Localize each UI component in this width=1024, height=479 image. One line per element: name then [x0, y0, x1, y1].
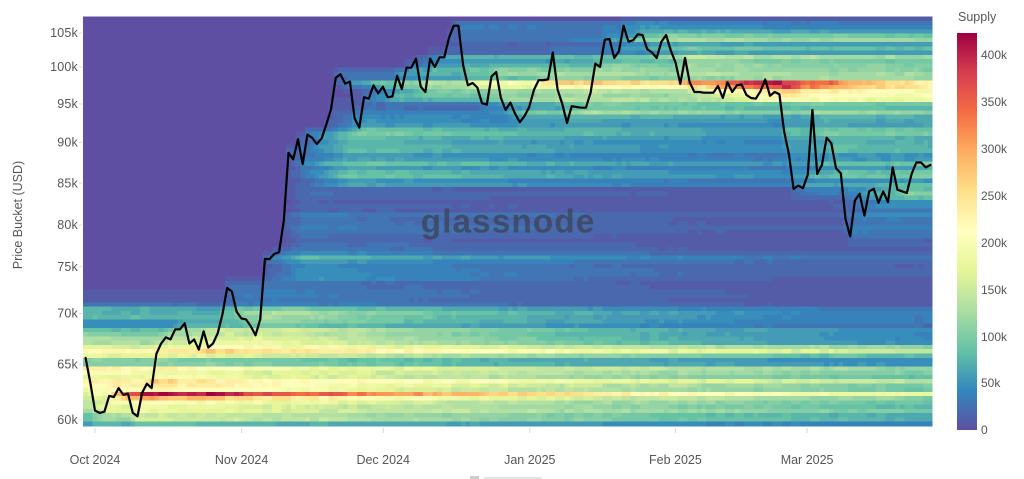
svg-text:glassnode: glassnode	[421, 204, 596, 241]
svg-text:100k: 100k	[981, 330, 1008, 344]
svg-text:0: 0	[981, 423, 988, 437]
svg-text:Supply: Supply	[958, 10, 997, 24]
svg-text:50k: 50k	[981, 376, 1001, 390]
svg-text:350k: 350k	[981, 95, 1008, 109]
svg-text:200k: 200k	[981, 236, 1008, 250]
svg-text:Price Bucket (USD): Price Bucket (USD)	[11, 161, 25, 269]
svg-text:70k: 70k	[57, 307, 78, 321]
svg-text:80k: 80k	[57, 218, 78, 232]
svg-text:150k: 150k	[981, 283, 1008, 297]
svg-text:Jan 2025: Jan 2025	[504, 453, 555, 467]
svg-text:400k: 400k	[981, 48, 1008, 62]
svg-text:60k: 60k	[57, 413, 78, 427]
svg-text:300k: 300k	[981, 142, 1008, 156]
svg-text:Dec 2024: Dec 2024	[356, 453, 410, 467]
svg-text:105k: 105k	[50, 26, 78, 40]
svg-text:75k: 75k	[57, 260, 78, 274]
svg-text:85k: 85k	[57, 176, 78, 190]
svg-text:250k: 250k	[981, 189, 1008, 203]
svg-text:65k: 65k	[57, 357, 78, 371]
svg-text:Nov 2024: Nov 2024	[215, 453, 269, 467]
svg-text:95k: 95k	[57, 97, 78, 111]
svg-text:100k: 100k	[50, 60, 78, 74]
svg-text:90k: 90k	[57, 136, 78, 150]
svg-text:Mar 2025: Mar 2025	[781, 453, 834, 467]
svg-text:Feb 2025: Feb 2025	[649, 453, 702, 467]
svg-text:Oct 2024: Oct 2024	[70, 453, 121, 467]
